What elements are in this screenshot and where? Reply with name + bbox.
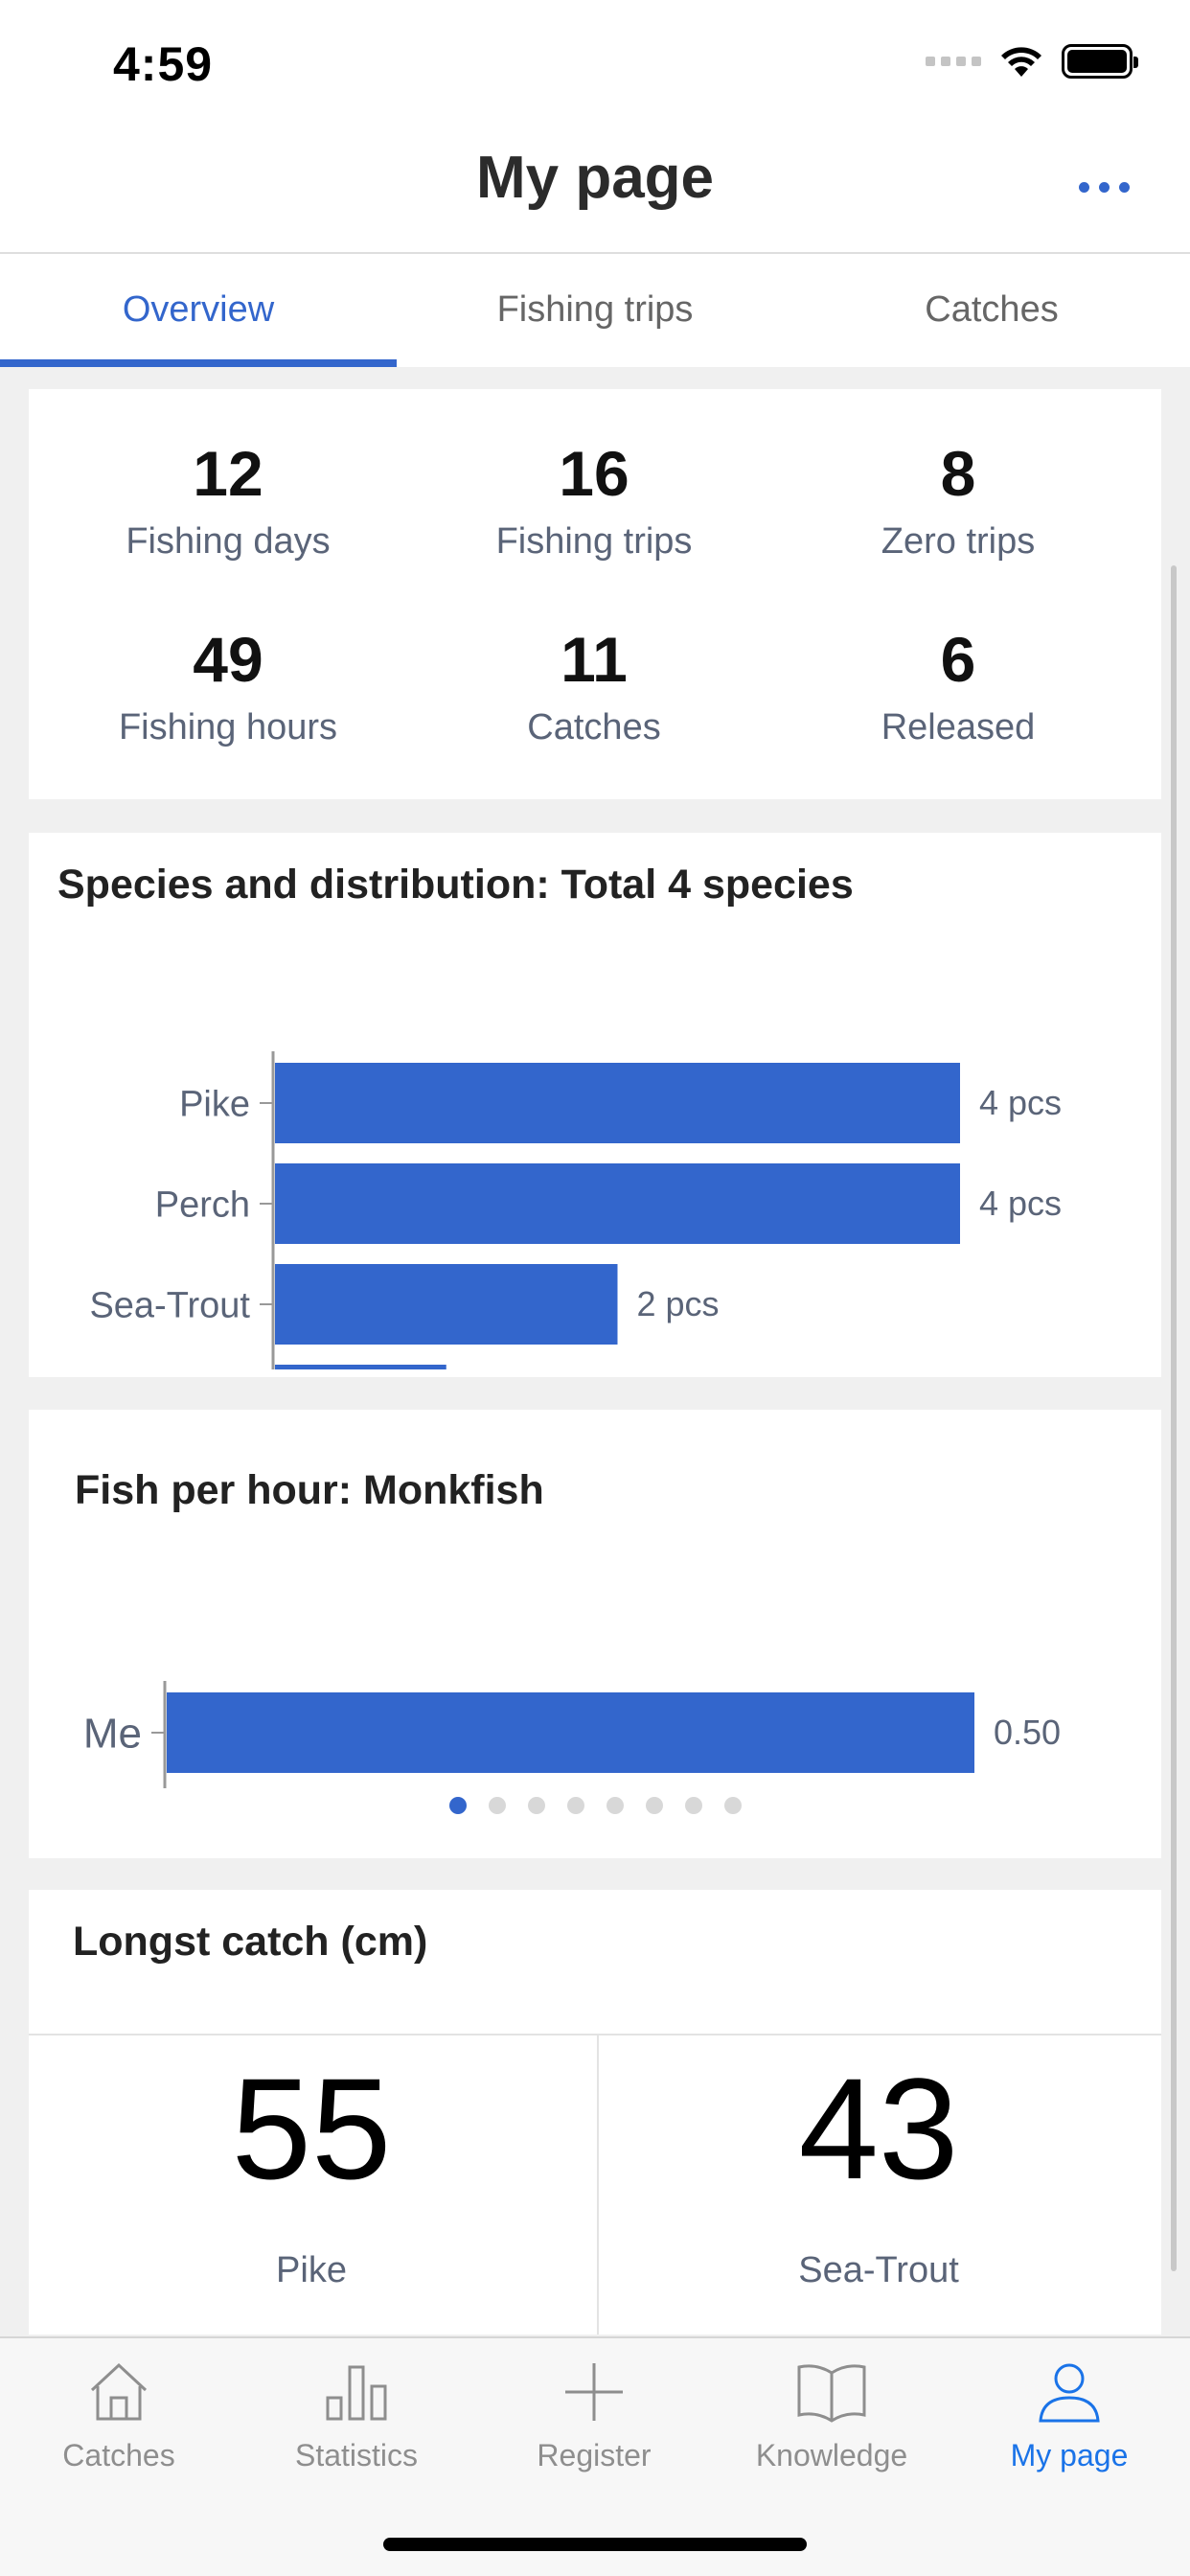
page-title: My page [475,145,715,211]
tabbar-label: Knowledge [755,2438,908,2472]
status-time: 4:59 [113,37,214,91]
stat-fishing-trips: 16 Fishing trips [412,437,776,563]
stat-label: Fishing hours [118,707,338,748]
page-dot[interactable] [448,1797,467,1814]
stat-label: Zero trips [881,521,1036,562]
chart-category-label: Perch [155,1184,250,1225]
stat-released: 6 Released [776,623,1140,748]
chart-bar [275,1063,960,1143]
tabbar-label: Register [537,2438,652,2472]
stat-value: 49 [193,624,263,695]
fph-chart-title: Fish per hour: Monkfish [75,1467,544,1513]
stat-label: Catches [527,707,661,748]
fish-per-hour-bar-chart: Me0.50All0.08 [83,1681,1061,1788]
chart-bar [275,1365,446,1369]
stat-label: Fishing days [126,521,331,562]
cellular-signal-icon [926,57,981,66]
fish-per-hour-card[interactable]: Fish per hour: Monkfish Me0.50All0.08 [29,1410,1161,1858]
longest-catch-item: 43 Sea-Trout [596,2036,1161,2334]
tabbar-catches[interactable]: Catches [0,2358,238,2473]
plus-icon [565,2363,623,2421]
longest-value: 55 [231,2048,392,2209]
more-dot-icon [1078,181,1089,193]
tab-catches[interactable]: Catches [925,289,1059,330]
segment-tabs: Overview Fishing trips Catches [0,254,1190,367]
longest-catch-title: Longst catch (cm) [73,1919,428,1965]
tabbar-register[interactable]: Register [475,2358,713,2473]
home-indicator[interactable] [383,2538,807,2551]
stat-value: 8 [940,438,976,509]
stat-value: 6 [940,624,976,695]
longest-catch-item: 55 Pike [29,2036,594,2334]
stat-fishing-days: 12 Fishing days [46,437,410,563]
status-icons [926,44,1138,79]
chart-data-label: 4 pcs [979,1184,1062,1223]
bar-chart-icon [326,2365,387,2421]
book-icon [797,2364,866,2423]
more-dot-icon [1098,181,1110,193]
battery-icon [1062,44,1138,79]
page-dot[interactable] [527,1797,545,1814]
page-dot[interactable] [645,1797,663,1814]
page-dot[interactable] [723,1797,742,1814]
chart-category-label: Sea-Trout [89,1285,250,1325]
divider [29,2034,1161,2036]
longest-value: 43 [798,2048,959,2209]
page-indicator[interactable] [29,1797,1161,1814]
chart-bar [275,1163,960,1244]
tabbar-my-page[interactable]: My page [950,2358,1188,2473]
chart-bar [275,1264,618,1345]
chart-category-label: Pike [179,1084,250,1124]
stat-value: 11 [561,624,628,695]
species-chart-title: Species and distribution: Total 4 specie… [57,862,854,908]
tabbar-label: Catches [62,2438,175,2472]
page-dot[interactable] [684,1797,702,1814]
longest-catch-card: Longst catch (cm) 55 Pike 43 Sea-Trout [29,1890,1161,2334]
scrollbar[interactable] [1171,565,1177,2271]
tabbar-statistics[interactable]: Statistics [238,2358,475,2473]
stat-catches: 11 Catches [412,623,776,748]
page-dot[interactable] [566,1797,584,1814]
bottom-tab-bar: Catches Statistics Register Knowledge My… [0,2336,1190,2576]
more-options-button[interactable] [1065,163,1142,211]
person-icon [1039,2363,1100,2423]
stats-card: 12 Fishing days 16 Fishing trips 8 Zero … [29,389,1161,799]
page-dot[interactable] [488,1797,506,1814]
page-dot[interactable] [606,1797,624,1814]
house-icon [90,2362,148,2421]
tabbar-knowledge[interactable]: Knowledge [713,2358,950,2473]
stat-value: 12 [193,438,263,509]
chart-category-label: Me [83,1710,142,1757]
longest-species: Sea-Trout [798,2250,959,2290]
chart-data-label: 4 pcs [979,1083,1062,1122]
stat-zero-trips: 8 Zero trips [776,437,1140,563]
stat-value: 16 [559,438,629,509]
stat-fishing-hours: 49 Fishing hours [46,623,410,748]
tabbar-label: My page [1010,2438,1129,2472]
chart-data-label: 2 pcs [637,1284,720,1323]
chart-bar [167,1692,974,1773]
longest-species: Pike [276,2250,347,2290]
tab-fishing-trips[interactable]: Fishing trips [496,289,694,330]
wifi-icon [1001,47,1041,77]
tabbar-label: Statistics [294,2438,419,2472]
more-dot-icon [1118,181,1130,193]
navigation-bar: My page [0,134,1190,254]
species-distribution-card: Species and distribution: Total 4 specie… [29,833,1161,1377]
status-bar: 4:59 [0,0,1190,134]
stat-label: Fishing trips [495,521,693,562]
tab-overview[interactable]: Overview [0,254,397,367]
chart-data-label: 0.50 [994,1713,1061,1752]
stat-label: Released [881,707,1036,748]
divider [597,2036,599,2334]
